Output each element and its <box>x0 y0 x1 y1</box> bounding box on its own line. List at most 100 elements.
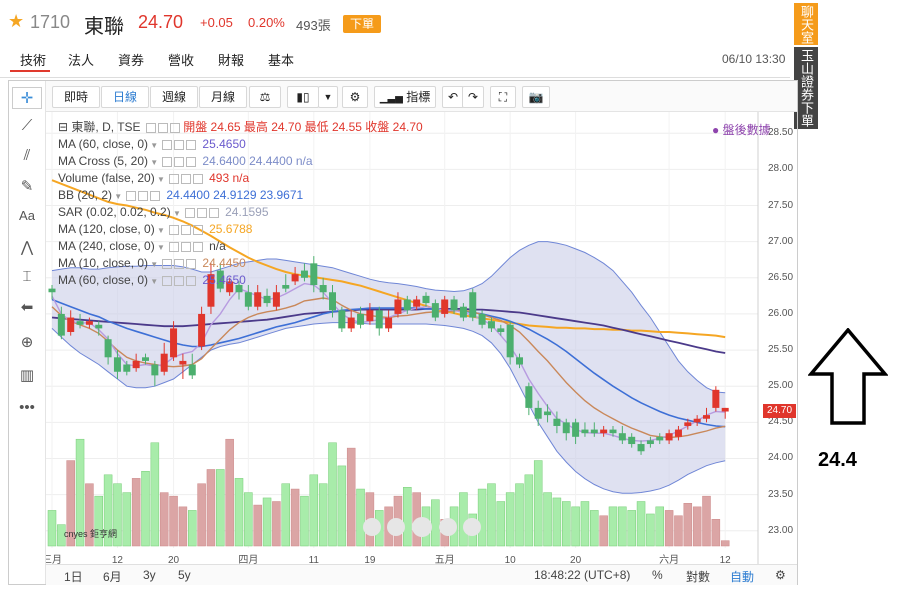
legend-dropdown-icon[interactable]: ▼ <box>154 175 168 184</box>
legend-control-icon[interactable] <box>126 190 137 201</box>
range-1d[interactable]: 1日 <box>64 570 83 584</box>
legend-control-icon[interactable] <box>162 139 173 150</box>
chevron-down-icon[interactable]: ▼ <box>318 86 338 108</box>
legend-hide-icon[interactable] <box>157 122 168 133</box>
legend-dropdown-icon[interactable]: ▼ <box>154 226 168 235</box>
legend-control-icon[interactable] <box>186 139 197 150</box>
legend-control-icon[interactable] <box>181 173 192 184</box>
price-chart[interactable]: 三月 12 20 四月 11 19 五月 10 20 六月 12 <box>46 112 797 564</box>
tab-financials[interactable]: 財報 <box>218 53 245 68</box>
legend-control-icon[interactable] <box>162 275 173 286</box>
tab-basic[interactable]: 基本 <box>268 53 295 68</box>
more-icon[interactable]: ••• <box>19 399 35 416</box>
nav-right-icon[interactable] <box>463 518 481 536</box>
candle-body <box>403 299 411 311</box>
fibonacci-icon[interactable]: ⫽ <box>23 147 31 164</box>
nav-zoom-out-icon[interactable] <box>387 518 405 536</box>
legend-control-icon[interactable] <box>209 207 220 218</box>
legend-dropdown-icon[interactable]: ▼ <box>148 260 161 269</box>
candle-body <box>684 422 692 426</box>
collapse-icon[interactable]: ⊟ <box>58 120 69 134</box>
chatroom-button[interactable]: 聊天室 <box>794 3 818 45</box>
volume-bar <box>113 483 122 547</box>
pattern-icon[interactable]: ⋀ <box>20 239 34 256</box>
candle-body <box>151 364 159 376</box>
gear-small-icon[interactable]: ⚙ <box>775 568 786 582</box>
broker-order-button[interactable]: 玉山證券下單 <box>794 47 818 129</box>
x-tick-label: 12 <box>112 555 124 564</box>
y-tick-label: 23.50 <box>768 488 794 500</box>
measure-icon[interactable]: ⌶ <box>22 268 32 285</box>
legend-dropdown-icon[interactable]: ▼ <box>148 158 161 167</box>
tab-margin[interactable]: 資券 <box>118 53 145 68</box>
log-toggle[interactable]: 對數 <box>686 570 711 584</box>
legend-remove-icon[interactable] <box>169 122 180 133</box>
nav-zoom-in-icon[interactable] <box>439 518 457 536</box>
y-tick-label: 24.00 <box>768 452 794 464</box>
legend-dropdown-icon[interactable]: ▼ <box>148 277 161 286</box>
star-icon[interactable]: ★ <box>8 11 25 31</box>
legend-dropdown-icon[interactable]: ▼ <box>154 243 168 252</box>
legend-control-icon[interactable] <box>169 173 180 184</box>
legend-control-icon[interactable] <box>193 241 204 252</box>
legend-control-icon[interactable] <box>174 139 185 150</box>
nav-left-icon[interactable] <box>363 518 381 536</box>
legend-control-icon[interactable] <box>174 258 185 269</box>
order-button[interactable]: 下單 <box>343 15 381 33</box>
range-5y[interactable]: 5y <box>178 568 191 582</box>
crosshair-icon[interactable]: ✛ <box>12 87 42 109</box>
brush-icon[interactable]: ✎ <box>20 178 34 195</box>
camera-icon[interactable]: 📷 <box>522 86 550 108</box>
legend-control-icon[interactable] <box>174 275 185 286</box>
text-tool-icon[interactable]: Aa <box>19 208 35 223</box>
undo-icon[interactable]: ↶ <box>442 86 464 108</box>
legend-control-icon[interactable] <box>197 207 208 218</box>
legend-control-icon[interactable] <box>162 156 173 167</box>
legend-control-icon[interactable] <box>193 173 204 184</box>
legend-dropdown-icon[interactable]: ▼ <box>148 141 161 150</box>
volume-bar <box>720 540 730 547</box>
header: ★ 1710 東聯 24.70 +0.05 0.20% 493張 下單 <box>0 0 790 44</box>
legend-control-icon[interactable] <box>185 207 196 218</box>
period-weekly-button[interactable]: 週線 <box>150 86 198 108</box>
legend-control-icon[interactable] <box>193 224 204 235</box>
legend-control-icon[interactable] <box>169 224 180 235</box>
auto-toggle[interactable]: 自動 <box>730 570 755 584</box>
volume-bar <box>159 492 169 547</box>
legend-control-icon[interactable] <box>174 156 185 167</box>
period-intraday-button[interactable]: 即時 <box>52 86 100 108</box>
legend-settings-icon[interactable] <box>145 122 156 133</box>
gear-icon[interactable]: ⚙ <box>342 86 368 108</box>
fullscreen-icon[interactable]: ⛶ <box>490 86 516 108</box>
legend-control-icon[interactable] <box>186 275 197 286</box>
legend-control-icon[interactable] <box>138 190 149 201</box>
legend-dropdown-icon[interactable]: ▼ <box>170 209 184 218</box>
redo-icon[interactable]: ↷ <box>462 86 484 108</box>
bars-icon[interactable]: ▥ <box>19 367 35 384</box>
legend-control-icon[interactable] <box>181 224 192 235</box>
tab-institutional[interactable]: 法人 <box>68 53 95 68</box>
compare-icon[interactable]: ⚖ <box>249 86 281 108</box>
tab-revenue[interactable]: 營收 <box>168 53 195 68</box>
arrow-left-icon[interactable]: ⬅ <box>20 299 34 316</box>
period-daily-button[interactable]: 日線 <box>101 86 149 108</box>
legend-control-icon[interactable] <box>169 241 180 252</box>
period-monthly-button[interactable]: 月線 <box>199 86 247 108</box>
percent-toggle[interactable]: % <box>652 568 663 582</box>
legend-control-icon[interactable] <box>181 241 192 252</box>
zoom-in-icon[interactable]: ⊕ <box>20 334 34 351</box>
legend-dropdown-icon[interactable]: ▼ <box>112 192 125 201</box>
range-3y[interactable]: 3y <box>143 568 156 582</box>
post-hours-label[interactable]: ● 盤後數據 <box>712 123 771 137</box>
legend-control-icon[interactable] <box>150 190 161 201</box>
legend-control-icon[interactable] <box>186 258 197 269</box>
price-change-pct: 0.20% <box>248 15 285 30</box>
candle-type-icon[interactable]: ▮▯ <box>287 86 319 108</box>
trendline-icon[interactable]: ⟋ <box>21 117 33 134</box>
nav-reset-icon[interactable] <box>412 517 432 537</box>
tab-technical[interactable]: 技術 <box>20 53 47 68</box>
legend-control-icon[interactable] <box>162 258 173 269</box>
indicators-button[interactable]: ▁▃▅ 指標 <box>374 86 436 108</box>
range-6m[interactable]: 6月 <box>103 570 122 584</box>
legend-control-icon[interactable] <box>186 156 197 167</box>
